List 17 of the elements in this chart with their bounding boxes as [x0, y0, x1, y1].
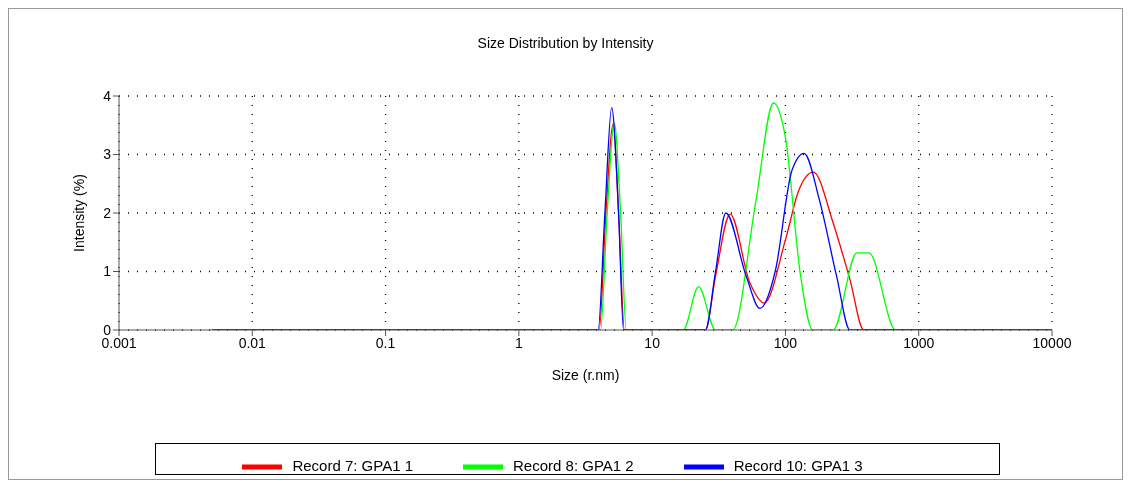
legend-label: Record 10: GPA1 3	[733, 456, 863, 474]
chart-title: Size Distribution by Intensity	[476, 35, 655, 51]
x-tick-label: 10000	[1032, 334, 1072, 351]
x-axis-title: Size (r.nm)	[551, 367, 620, 383]
legend-label: Record 8: GPA1 2	[513, 456, 634, 474]
x-tick-label: 10	[644, 334, 661, 351]
legend-label: Record 7: GPA1 1	[292, 456, 414, 474]
x-tick-label: 0.1	[375, 334, 396, 351]
y-tick-label: 1	[103, 263, 112, 280]
y-tick-label: 4	[103, 87, 112, 104]
x-tick-label: 1	[514, 334, 523, 351]
x-tick-label: 0.01	[238, 334, 267, 351]
y-axis-title: Intensity (%)	[70, 174, 87, 252]
x-tick-label: 1000	[903, 334, 935, 351]
x-tick-label: 100	[773, 334, 798, 351]
y-tick-label: 3	[103, 146, 112, 163]
y-tick-label: 2	[103, 204, 112, 221]
